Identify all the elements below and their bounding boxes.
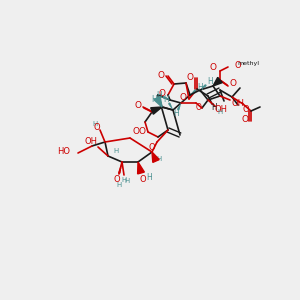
Text: H: H	[218, 109, 223, 115]
Text: O: O	[243, 104, 249, 113]
Text: OH: OH	[85, 136, 98, 146]
Text: O: O	[235, 61, 241, 70]
Text: H: H	[211, 103, 217, 112]
Polygon shape	[213, 77, 222, 86]
Text: H: H	[122, 177, 127, 183]
Text: H: H	[151, 94, 157, 103]
Text: H: H	[156, 156, 162, 162]
Polygon shape	[152, 152, 159, 162]
Text: H: H	[163, 94, 169, 103]
Text: O: O	[134, 100, 142, 109]
Text: O: O	[94, 124, 100, 133]
Text: O: O	[133, 127, 140, 136]
Text: H: H	[146, 173, 152, 182]
Polygon shape	[151, 107, 162, 114]
Text: O: O	[114, 176, 120, 184]
Text: O: O	[230, 80, 236, 88]
Text: O: O	[242, 116, 248, 124]
Text: H: H	[113, 148, 119, 154]
Polygon shape	[138, 162, 144, 174]
Text: H: H	[173, 110, 179, 118]
Text: H: H	[92, 121, 98, 127]
Text: O: O	[158, 70, 164, 80]
Text: H: H	[124, 178, 130, 184]
Text: O: O	[187, 73, 194, 82]
Text: H: H	[156, 91, 162, 100]
Text: OH: OH	[214, 106, 227, 115]
Text: O: O	[140, 175, 146, 184]
Text: O: O	[196, 103, 202, 112]
Text: H: H	[207, 77, 213, 86]
Text: O: O	[158, 88, 166, 98]
Text: H: H	[116, 182, 122, 188]
Text: O: O	[139, 127, 145, 136]
Text: O: O	[179, 92, 187, 101]
Text: O: O	[209, 64, 217, 73]
Polygon shape	[154, 96, 162, 107]
Text: O: O	[149, 142, 155, 152]
Text: HO: HO	[58, 146, 70, 155]
Text: OH: OH	[232, 98, 244, 107]
Text: methyl: methyl	[237, 61, 259, 65]
Text: H: H	[197, 83, 203, 92]
